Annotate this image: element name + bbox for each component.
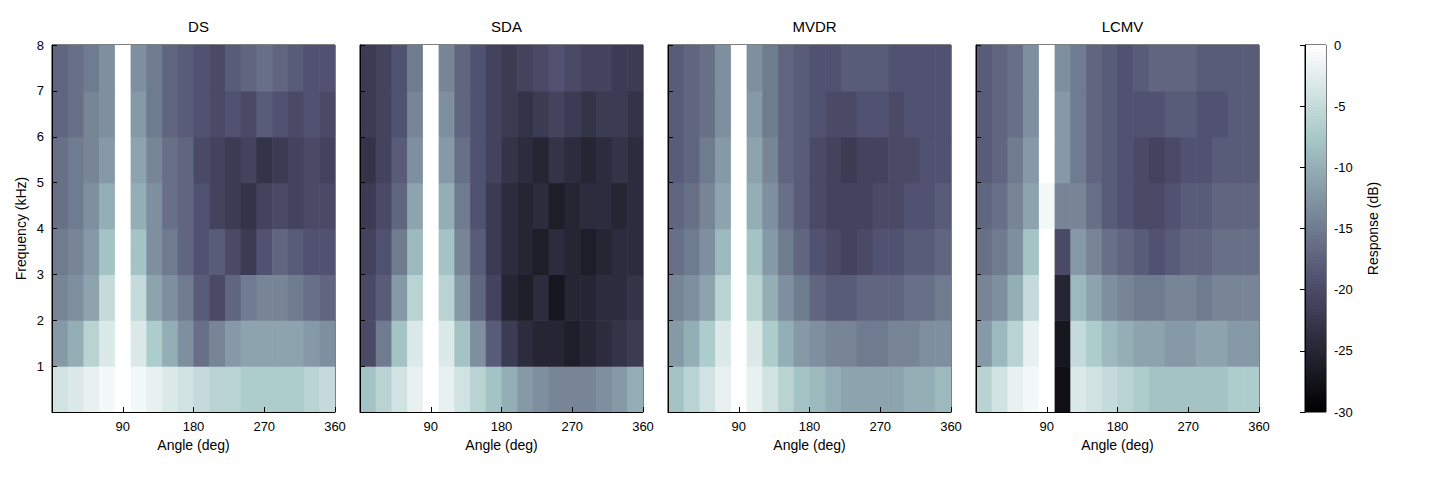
svg-text:Response (dB): Response (dB) bbox=[1365, 182, 1381, 275]
svg-text:SDA: SDA bbox=[491, 18, 522, 35]
svg-text:360: 360 bbox=[940, 419, 962, 434]
svg-text:90: 90 bbox=[1040, 419, 1054, 434]
svg-text:-20: -20 bbox=[1334, 282, 1353, 297]
svg-text:7: 7 bbox=[37, 83, 44, 98]
svg-text:5: 5 bbox=[37, 175, 44, 190]
svg-text:Angle (deg): Angle (deg) bbox=[1081, 437, 1153, 453]
svg-text:Angle (deg): Angle (deg) bbox=[157, 437, 229, 453]
svg-text:270: 270 bbox=[869, 419, 891, 434]
svg-text:Angle (deg): Angle (deg) bbox=[465, 437, 537, 453]
svg-text:270: 270 bbox=[1177, 419, 1199, 434]
svg-text:360: 360 bbox=[632, 419, 654, 434]
svg-text:90: 90 bbox=[732, 419, 746, 434]
svg-text:8: 8 bbox=[37, 38, 44, 53]
svg-text:DS: DS bbox=[188, 18, 209, 35]
svg-text:360: 360 bbox=[1248, 419, 1270, 434]
svg-text:LCMV: LCMV bbox=[1102, 18, 1144, 35]
svg-text:MVDR: MVDR bbox=[792, 18, 836, 35]
svg-text:2: 2 bbox=[37, 313, 44, 328]
svg-text:Frequency (kHz): Frequency (kHz) bbox=[13, 177, 29, 280]
svg-text:-5: -5 bbox=[1334, 99, 1346, 114]
svg-text:90: 90 bbox=[424, 419, 438, 434]
svg-text:180: 180 bbox=[1107, 419, 1129, 434]
svg-text:-25: -25 bbox=[1334, 343, 1353, 358]
svg-text:Angle (deg): Angle (deg) bbox=[773, 437, 845, 453]
svg-text:3: 3 bbox=[37, 267, 44, 282]
svg-text:270: 270 bbox=[253, 419, 275, 434]
svg-text:4: 4 bbox=[37, 221, 44, 236]
svg-text:180: 180 bbox=[799, 419, 821, 434]
svg-text:270: 270 bbox=[561, 419, 583, 434]
svg-text:-10: -10 bbox=[1334, 160, 1353, 175]
svg-text:0: 0 bbox=[1334, 38, 1341, 53]
svg-text:-15: -15 bbox=[1334, 221, 1353, 236]
svg-text:1: 1 bbox=[37, 359, 44, 374]
svg-text:6: 6 bbox=[37, 129, 44, 144]
svg-text:360: 360 bbox=[324, 419, 346, 434]
svg-text:90: 90 bbox=[116, 419, 130, 434]
svg-text:-30: -30 bbox=[1334, 405, 1353, 420]
svg-text:180: 180 bbox=[491, 419, 513, 434]
svg-text:180: 180 bbox=[183, 419, 205, 434]
